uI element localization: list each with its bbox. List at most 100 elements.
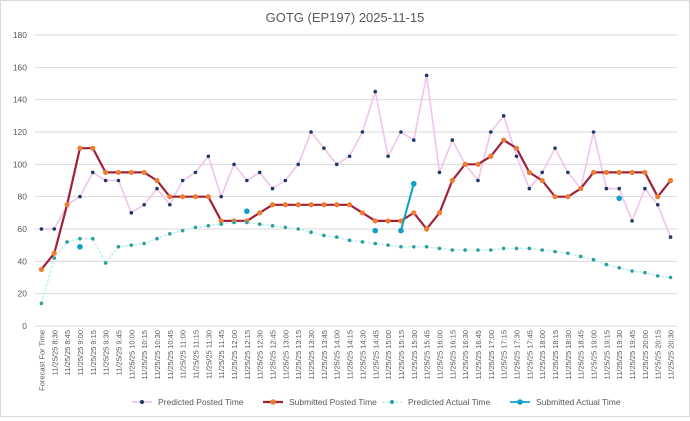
data-point <box>270 186 275 191</box>
data-point <box>450 248 455 252</box>
data-point <box>360 240 365 244</box>
data-point <box>476 248 480 252</box>
data-point <box>52 227 57 231</box>
data-point <box>565 194 571 200</box>
data-point <box>90 170 95 175</box>
x-tick-label: 11/25/25 13:30 <box>307 330 316 380</box>
x-tick-label: 11/25/25 15:15 <box>397 330 406 380</box>
data-point <box>128 169 134 176</box>
series-4 <box>77 180 623 250</box>
x-tick-label: 11/25/25 14:30 <box>358 330 367 380</box>
data-point <box>257 210 263 216</box>
data-point <box>501 246 506 251</box>
data-point <box>115 169 122 176</box>
data-point <box>129 211 134 215</box>
x-tick-label: 11/25/25 20:30 <box>667 330 676 380</box>
data-point <box>450 138 455 142</box>
series-line <box>399 183 415 231</box>
legend: Predicted Posted Time Submitted Posted Ti… <box>132 397 621 407</box>
x-tick-label: 11/25/25 18:00 <box>538 330 547 380</box>
data-point <box>411 244 416 249</box>
legend-marker <box>390 400 394 404</box>
series-line <box>40 221 671 304</box>
data-point <box>424 226 430 232</box>
x-tick-label: 11/25/25 14:00 <box>333 330 342 380</box>
data-point <box>411 210 417 216</box>
data-point <box>668 235 673 239</box>
legend-entry-2: Submitted Posted Time <box>263 397 377 407</box>
data-point <box>334 202 340 208</box>
data-point <box>205 194 211 200</box>
x-tick-label: 11/25/25 9:45 <box>114 330 123 375</box>
data-point <box>78 236 82 241</box>
data-point <box>411 138 416 142</box>
data-point <box>65 240 69 244</box>
data-point <box>373 89 378 94</box>
data-point <box>282 202 288 208</box>
x-tick-label: 11/25/25 18:15 <box>551 330 560 380</box>
legend-label: Submitted Posted Time <box>289 397 377 407</box>
data-point <box>39 301 44 306</box>
x-tick-label: 11/25/25 18:30 <box>564 330 573 380</box>
data-point <box>168 202 172 207</box>
x-tick-label: 11/25/25 19:15 <box>602 330 611 380</box>
data-point <box>539 177 545 184</box>
data-point <box>269 202 276 208</box>
data-point <box>193 170 198 175</box>
legend-entry-4: Submitted Actual Time <box>510 397 621 407</box>
data-point <box>334 162 339 167</box>
x-tick-label: 11/25/25 17:45 <box>525 330 534 380</box>
data-point <box>180 228 185 233</box>
x-tick-label: 11/25/25 10:45 <box>166 330 175 380</box>
data-point <box>667 177 674 184</box>
data-point <box>359 210 366 216</box>
x-tick-label: 11/25/25 17:15 <box>500 330 509 380</box>
data-point <box>283 178 288 183</box>
data-point <box>424 73 429 78</box>
data-point <box>372 218 378 224</box>
series-layer <box>38 73 674 306</box>
data-point <box>39 227 44 231</box>
data-point <box>103 261 108 265</box>
data-point <box>180 194 186 200</box>
data-point <box>489 130 493 134</box>
data-point <box>501 137 507 143</box>
data-point <box>463 248 467 252</box>
data-point <box>373 241 378 246</box>
x-tick-label: 11/25/25 13:00 <box>281 330 290 380</box>
data-point <box>386 154 390 159</box>
data-point <box>257 222 262 226</box>
data-point <box>309 230 313 235</box>
data-point <box>386 243 390 247</box>
data-point <box>437 246 442 251</box>
x-tick-label: 11/25/25 15:30 <box>410 330 419 380</box>
legend-marker <box>140 400 144 404</box>
data-point <box>604 262 609 267</box>
data-point <box>475 161 481 167</box>
x-tick-label: 11/25/25 15:00 <box>384 330 393 380</box>
data-point <box>655 274 660 278</box>
data-point <box>270 223 275 228</box>
x-tick-label: 11/25/25 11:30 <box>204 330 213 379</box>
data-point <box>309 130 313 134</box>
data-point <box>142 241 146 246</box>
data-point <box>553 249 557 254</box>
data-point <box>346 202 353 208</box>
data-point <box>399 244 403 249</box>
data-point <box>552 194 558 200</box>
data-point <box>321 202 327 208</box>
x-tick-label: 11/25/25 20:15 <box>654 330 663 380</box>
data-point <box>398 227 404 234</box>
x-tick-label: 11/25/25 9:15 <box>89 330 98 375</box>
data-point <box>437 170 442 175</box>
x-tick-label: 11/25/25 19:00 <box>590 330 599 380</box>
legend-entry-1: Predicted Posted Time <box>132 397 244 407</box>
data-point <box>527 246 532 251</box>
data-point <box>141 169 147 176</box>
y-tick-label: 80 <box>18 192 28 202</box>
x-tick-label: 11/25/25 12:30 <box>256 330 265 380</box>
data-point <box>296 162 301 167</box>
data-point <box>51 250 57 256</box>
data-point <box>103 169 109 176</box>
